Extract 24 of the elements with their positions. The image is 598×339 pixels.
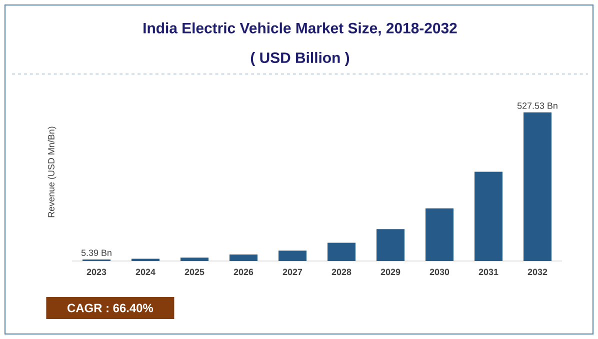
- x-tick-label: 2023: [86, 268, 106, 276]
- bar: [376, 229, 405, 261]
- x-tick-label: 2032: [528, 268, 548, 276]
- x-tick-label: 2030: [430, 268, 450, 276]
- text: CAGR : 66.40%: [68, 304, 154, 312]
- bar: [180, 258, 209, 261]
- x-tick-label: 2026: [234, 268, 254, 276]
- x-tick-label: 2028: [332, 268, 352, 276]
- chart-subtitle: ( USD Billion ): [250, 52, 350, 66]
- bar: [230, 254, 258, 261]
- bar: [474, 172, 503, 261]
- chart-title: India Electric Vehicle Market Size, 2018-2032: [144, 22, 457, 36]
- x-tick-label: 2029: [380, 268, 400, 276]
- bar: [524, 112, 552, 261]
- bar: [328, 242, 356, 261]
- x-tick-label: 2024: [136, 268, 156, 276]
- x-tick-label: 2025: [184, 268, 204, 276]
- x-tick-label: 2031: [478, 268, 498, 276]
- data-label: 527.53 Bn: [517, 102, 558, 109]
- bar: [278, 250, 307, 261]
- bar: [426, 208, 454, 261]
- data-label: 5.39 Bn: [81, 250, 112, 256]
- y-axis-title: Revenue (USD Mn/Bn): [48, 126, 56, 218]
- x-tick-label: 2027: [282, 268, 302, 276]
